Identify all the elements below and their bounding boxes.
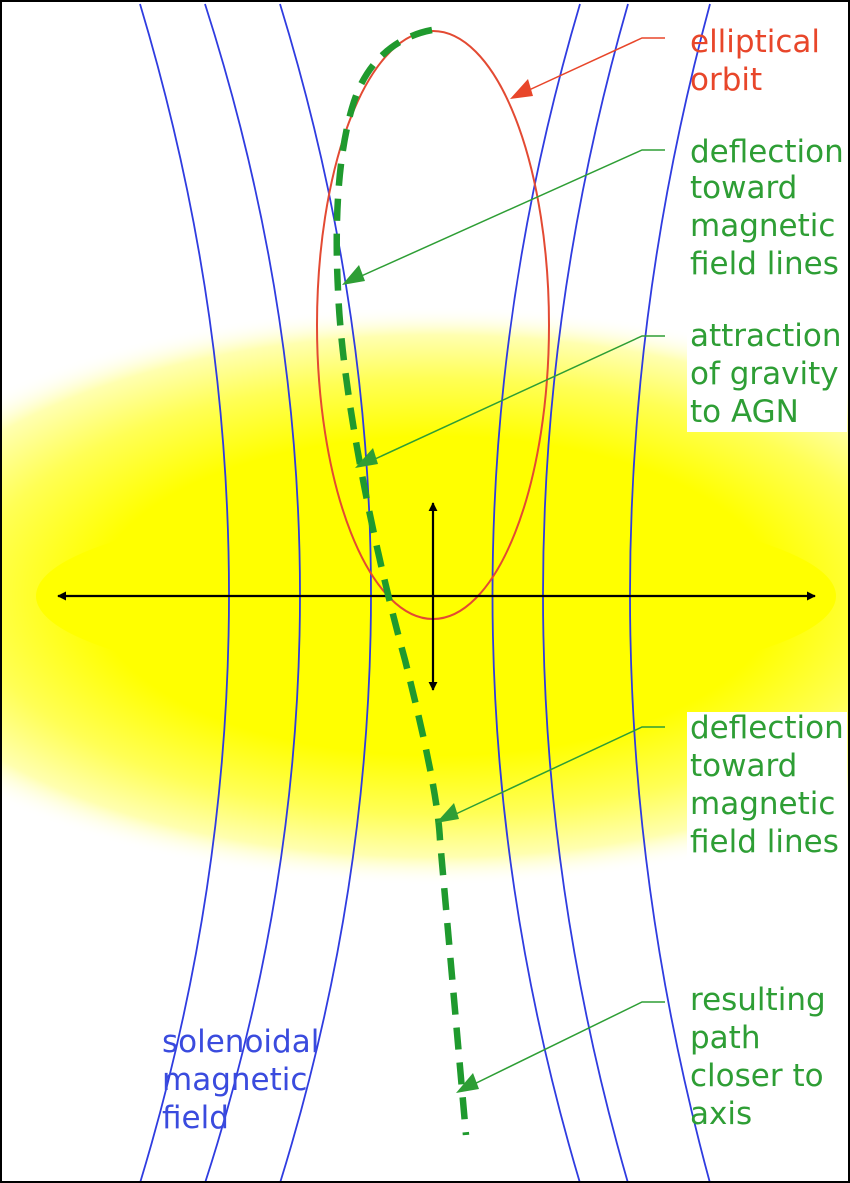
label-bg-lower (687, 712, 847, 862)
gravity-leader (361, 335, 665, 466)
orbit-leader (515, 37, 665, 97)
resulting-path-label: resulting path closer to axis (690, 982, 836, 1132)
resulting-path-leader-line (465, 1078, 665, 1165)
resulting-path-leader-visible (461, 1001, 665, 1091)
resulting-path-pointer (468, 868, 665, 1050)
gravity-arrowhead (355, 448, 378, 468)
deflection-upper-arrowhead (342, 265, 365, 285)
field-label: solenoidal magnetic field (162, 1024, 329, 1136)
orbit-leader-arrowhead (510, 79, 533, 99)
annotation-leaders (342, 37, 665, 1165)
resulting-pointer (468, 868, 665, 1048)
deflection-lower-arrowhead (436, 803, 459, 823)
label-bg-gravity (687, 320, 847, 432)
label-bg-upper (687, 140, 847, 288)
resulting-path-arrowhead (456, 1073, 479, 1093)
deflection-lower-label: deflection toward magnetic field lines (690, 710, 850, 860)
gravity-label: attraction of gravity to AGN (690, 318, 850, 430)
deflection-upper-leader (347, 149, 665, 283)
particle-path (333, 26, 470, 1136)
deflection-lower-leader (442, 726, 665, 821)
orbit-label: elliptical orbit (690, 24, 830, 98)
deflection-upper-label: deflection toward magnetic field lines (690, 134, 850, 282)
